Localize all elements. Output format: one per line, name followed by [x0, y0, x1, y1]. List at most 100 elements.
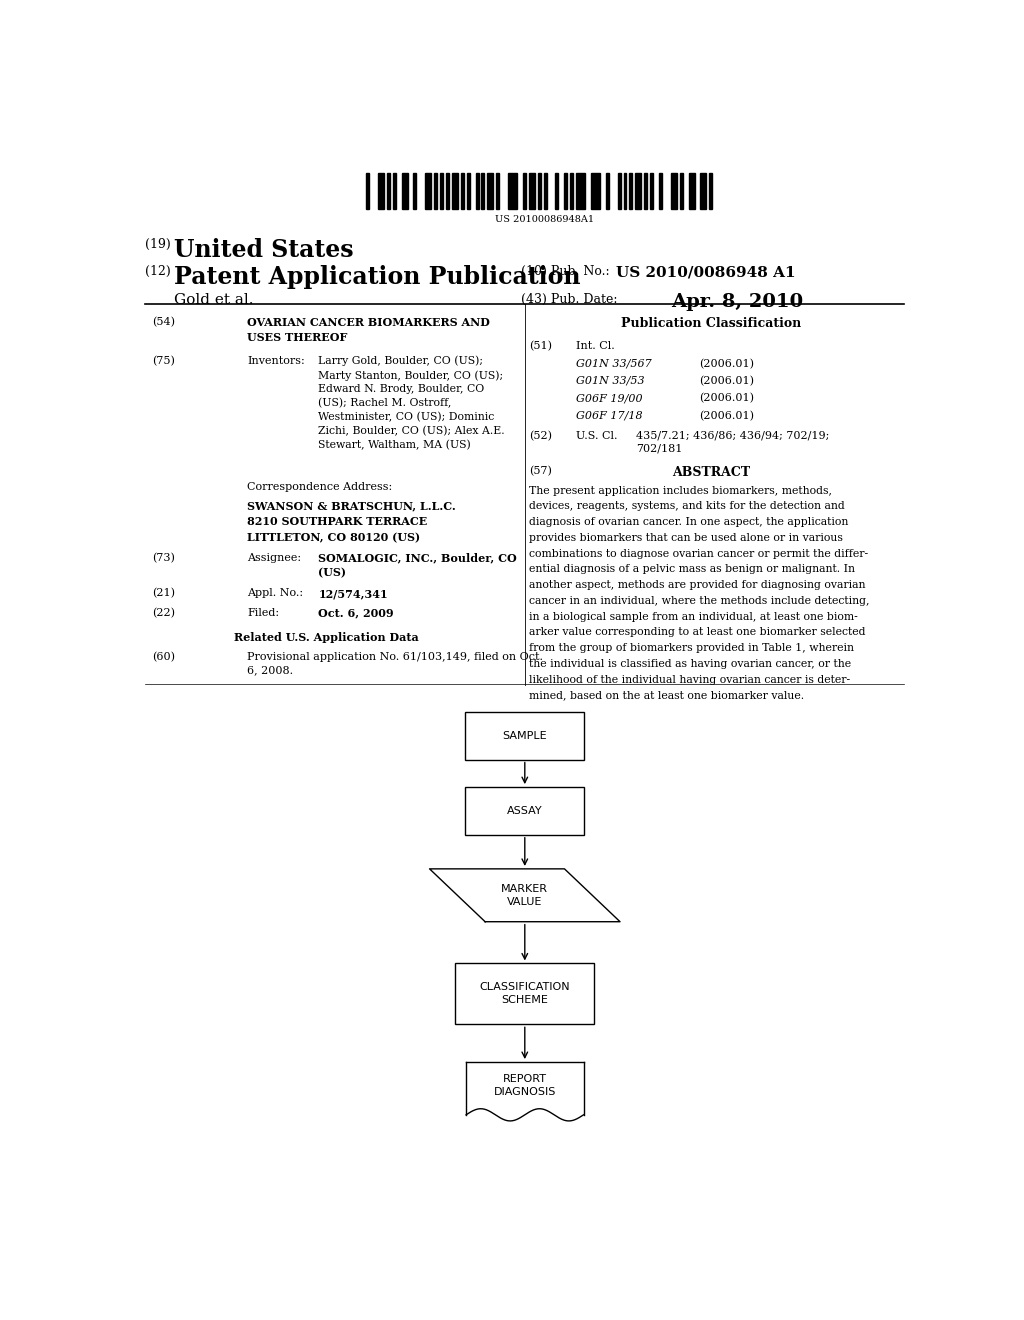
- Bar: [688, 173, 694, 210]
- Bar: [440, 173, 443, 210]
- Text: CLASSIFICATION
SCHEME: CLASSIFICATION SCHEME: [479, 982, 570, 1006]
- Bar: [481, 173, 484, 210]
- Bar: [617, 173, 621, 210]
- Text: OVARIAN CANCER BIOMARKERS AND
USES THEREOF: OVARIAN CANCER BIOMARKERS AND USES THERE…: [247, 317, 489, 343]
- Text: G01N 33/53: G01N 33/53: [577, 376, 645, 385]
- Bar: [710, 173, 713, 210]
- Bar: [523, 173, 526, 210]
- Text: arker value corresponding to at least one biomarker selected: arker value corresponding to at least on…: [528, 627, 865, 638]
- Text: Related U.S. Application Data: Related U.S. Application Data: [234, 632, 419, 643]
- Text: Larry Gold, Boulder, CO (US);
Marty Stanton, Boulder, CO (US);
Edward N. Brody, : Larry Gold, Boulder, CO (US); Marty Stan…: [318, 355, 505, 450]
- Bar: [378, 173, 384, 210]
- Text: (52): (52): [528, 430, 552, 441]
- Bar: [644, 173, 647, 210]
- Bar: [570, 173, 573, 210]
- Text: (73): (73): [152, 553, 175, 564]
- Text: Gold et al.: Gold et al.: [174, 293, 254, 306]
- Bar: [465, 787, 585, 834]
- Bar: [367, 173, 369, 210]
- Text: from the group of biomarkers provided in Table 1, wherein: from the group of biomarkers provided in…: [528, 643, 854, 653]
- Bar: [577, 173, 585, 210]
- Bar: [452, 173, 458, 210]
- Bar: [544, 173, 547, 210]
- Text: SAMPLE: SAMPLE: [503, 731, 547, 741]
- Text: Int. Cl.: Int. Cl.: [577, 342, 615, 351]
- Bar: [630, 173, 633, 210]
- Bar: [680, 173, 683, 210]
- Text: another aspect, methods are provided for diagnosing ovarian: another aspect, methods are provided for…: [528, 581, 865, 590]
- Text: (21): (21): [152, 589, 175, 599]
- Text: Filed:: Filed:: [247, 607, 280, 618]
- Text: (12): (12): [145, 265, 171, 279]
- Bar: [528, 173, 535, 210]
- Text: Oct. 6, 2009: Oct. 6, 2009: [318, 607, 394, 619]
- Text: 435/7.21; 436/86; 436/94; 702/19;
702/181: 435/7.21; 436/86; 436/94; 702/19; 702/18…: [636, 430, 829, 454]
- Bar: [508, 173, 517, 210]
- Bar: [425, 173, 431, 210]
- Text: SWANSON & BRATSCHUN, L.L.C.: SWANSON & BRATSCHUN, L.L.C.: [247, 500, 456, 511]
- Text: (60): (60): [152, 652, 175, 663]
- Text: provides biomarkers that can be used alone or in various: provides biomarkers that can be used alo…: [528, 533, 843, 543]
- Text: in a biological sample from an individual, at least one biom-: in a biological sample from an individua…: [528, 611, 857, 622]
- Bar: [414, 173, 417, 210]
- Bar: [475, 173, 478, 210]
- Text: SOMALOGIC, INC., Boulder, CO
(US): SOMALOGIC, INC., Boulder, CO (US): [318, 553, 517, 578]
- Text: G06F 19/00: G06F 19/00: [577, 393, 643, 403]
- Text: ABSTRACT: ABSTRACT: [672, 466, 751, 479]
- Text: G06F 17/18: G06F 17/18: [577, 411, 643, 421]
- Text: (57): (57): [528, 466, 552, 477]
- Bar: [564, 173, 567, 210]
- Text: (54): (54): [152, 317, 175, 327]
- Bar: [467, 173, 470, 210]
- Text: (2006.01): (2006.01): [699, 376, 755, 387]
- Bar: [387, 173, 390, 210]
- Text: Inventors:: Inventors:: [247, 355, 305, 366]
- Bar: [434, 173, 437, 210]
- Text: US 20100086948A1: US 20100086948A1: [495, 215, 594, 224]
- Text: (2006.01): (2006.01): [699, 393, 755, 404]
- Text: (19): (19): [145, 238, 171, 251]
- Text: (10) Pub. No.:: (10) Pub. No.:: [521, 265, 609, 279]
- Text: Provisional application No. 61/103,149, filed on Oct.
6, 2008.: Provisional application No. 61/103,149, …: [247, 652, 543, 676]
- Bar: [461, 173, 464, 210]
- Bar: [624, 173, 627, 210]
- Bar: [650, 173, 653, 210]
- Text: ASSAY: ASSAY: [507, 807, 543, 816]
- Text: (22): (22): [152, 607, 175, 618]
- Text: (51): (51): [528, 342, 552, 351]
- Text: cancer in an individual, where the methods include detecting,: cancer in an individual, where the metho…: [528, 595, 869, 606]
- Bar: [497, 173, 500, 210]
- Bar: [487, 173, 494, 210]
- Text: devices, reagents, systems, and kits for the detection and: devices, reagents, systems, and kits for…: [528, 502, 845, 511]
- Bar: [401, 173, 408, 210]
- Bar: [446, 173, 449, 210]
- Text: US 2010/0086948 A1: US 2010/0086948 A1: [616, 265, 796, 279]
- Text: REPORT
DIAGNOSIS: REPORT DIAGNOSIS: [494, 1073, 556, 1097]
- Text: (2006.01): (2006.01): [699, 411, 755, 421]
- Bar: [671, 173, 677, 210]
- Text: 12/574,341: 12/574,341: [318, 589, 388, 599]
- Text: U.S. Cl.: U.S. Cl.: [577, 430, 617, 441]
- Text: Assignee:: Assignee:: [247, 553, 301, 562]
- Bar: [456, 964, 594, 1024]
- Bar: [700, 173, 707, 210]
- Text: United States: United States: [174, 238, 353, 261]
- Text: diagnosis of ovarian cancer. In one aspect, the application: diagnosis of ovarian cancer. In one aspe…: [528, 517, 848, 527]
- Text: the individual is classified as having ovarian cancer, or the: the individual is classified as having o…: [528, 659, 851, 669]
- Text: (43) Pub. Date:: (43) Pub. Date:: [521, 293, 617, 305]
- Text: (75): (75): [152, 355, 175, 366]
- Text: ential diagnosis of a pelvic mass as benign or malignant. In: ential diagnosis of a pelvic mass as ben…: [528, 565, 855, 574]
- Text: Appl. No.:: Appl. No.:: [247, 589, 303, 598]
- Text: 8210 SOUTHPARK TERRACE: 8210 SOUTHPARK TERRACE: [247, 516, 427, 527]
- Bar: [393, 173, 395, 210]
- Bar: [538, 173, 541, 210]
- Text: combinations to diagnose ovarian cancer or permit the differ-: combinations to diagnose ovarian cancer …: [528, 549, 868, 558]
- Bar: [606, 173, 608, 210]
- Text: The present application includes biomarkers, methods,: The present application includes biomark…: [528, 486, 831, 496]
- Text: G01N 33/567: G01N 33/567: [577, 359, 652, 368]
- Bar: [465, 711, 585, 759]
- Text: LITTLETON, CO 80120 (US): LITTLETON, CO 80120 (US): [247, 532, 420, 544]
- Text: (2006.01): (2006.01): [699, 359, 755, 370]
- Text: Patent Application Publication: Patent Application Publication: [174, 265, 581, 289]
- Text: mined, based on the at least one biomarker value.: mined, based on the at least one biomark…: [528, 690, 804, 701]
